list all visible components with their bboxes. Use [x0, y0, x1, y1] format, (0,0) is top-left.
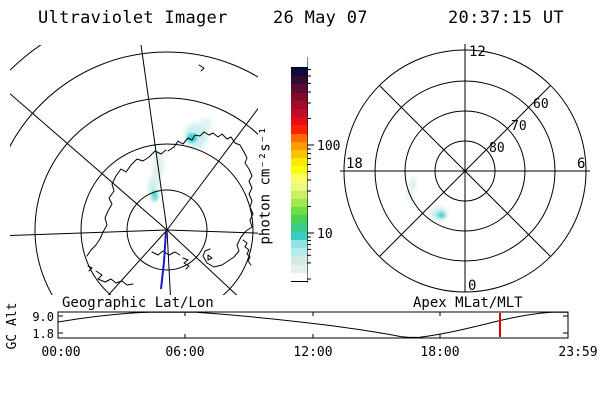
- colorbar-segment: [291, 256, 308, 265]
- timeline-ticks: [58, 312, 568, 338]
- caption-apex: Apex MLat/MLT: [413, 296, 523, 311]
- colorbar-tick-label-10: 10: [317, 227, 333, 242]
- colorbar-tick-label-100: 100: [317, 139, 340, 154]
- colorbar-bar: [291, 67, 308, 282]
- mlat-label-80: 80: [489, 141, 505, 156]
- colorbar-segment: [291, 149, 308, 159]
- colorbar-segment: [291, 264, 308, 273]
- colorbar-segment: [291, 125, 308, 134]
- colorbar-segment: [291, 141, 308, 150]
- colorbar-segment: [291, 117, 308, 126]
- colorbar-segment: [291, 158, 308, 167]
- header-date: 26 May 07: [273, 8, 368, 28]
- mlat-label-60: 60: [533, 97, 549, 112]
- colorbar-segment: [291, 190, 308, 199]
- mlt-label-12: 12: [469, 44, 486, 60]
- meridian-rays: [10, 45, 258, 295]
- status-col-gcalt: GC Alt: 7.3 Re Seq: 39: [368, 362, 478, 400]
- status-col-glat: GLat: -75.6 GLon: 19.2: [487, 362, 573, 400]
- colorbar-segment: [291, 166, 308, 175]
- colorbar-segment: [291, 248, 308, 257]
- mlt-label-18: 18: [346, 156, 363, 172]
- gc-alt-curve: [57, 311, 568, 338]
- colorbar-minor-ticks: [307, 69, 311, 280]
- colorbar-segment: [291, 133, 308, 142]
- colorbar-segment: [291, 272, 308, 281]
- colorbar-segment: [291, 199, 308, 208]
- ytick-low: 1.8: [32, 327, 54, 341]
- apex-polar-plot: 12 18 6 0 80 70 60: [340, 44, 590, 294]
- geographic-map: [10, 45, 258, 295]
- latitude-circles: [10, 45, 258, 295]
- mlt-spokes: [340, 44, 590, 292]
- colorbar-segment: [291, 207, 308, 216]
- status-col-door: Door: Open Gain: 14: [126, 362, 204, 400]
- xtick-0600: 06:00: [165, 345, 204, 358]
- aurora-patch-polar: [407, 177, 448, 221]
- colorbar-segment: [291, 108, 308, 118]
- ytick-high: 9.0: [32, 310, 54, 324]
- xtick-0000: 00:00: [41, 345, 80, 358]
- colorbar-segment: [291, 100, 308, 109]
- ylabel-gc-alt: GC Alt: [5, 303, 20, 350]
- colorbar-segment: [291, 84, 308, 93]
- status-col-flt: Flt: LBHL IP: 36.0: [8, 362, 78, 400]
- mlt-label-0: 0: [468, 278, 476, 294]
- colorbar-segment: [291, 215, 308, 224]
- colorbar-segment: [291, 76, 308, 85]
- app-title: Ultraviolet Imager: [38, 8, 228, 28]
- coastline: [86, 64, 254, 286]
- colorbar-segment: [291, 182, 308, 191]
- mlt-label-6: 6: [577, 156, 585, 172]
- colorbar-segment: [291, 68, 308, 77]
- colorbar-segment: [291, 174, 308, 183]
- colorbar-ticks: 100 10: [307, 57, 340, 283]
- colorbar-segment: [291, 231, 308, 240]
- mlat-label-70: 70: [511, 119, 527, 134]
- header-time: 20:37:15 UT: [448, 8, 564, 28]
- colorbar-segment: [291, 239, 308, 249]
- gc-alt-timeline: Geographic Lat/Lon Apex MLat/MLT 9.0 1.8…: [5, 296, 598, 358]
- xtick-1800: 18:00: [420, 345, 459, 358]
- xtick-2359: 23:59: [558, 345, 597, 358]
- colorbar-segment: [291, 223, 308, 232]
- colorbar-unit-label: photon cm⁻²s⁻¹: [257, 126, 274, 245]
- status-col-mode: Mode: Normal Dsp: 1.4: [246, 362, 340, 400]
- colorbar-segment: [291, 92, 308, 101]
- caption-geographic: Geographic Lat/Lon: [62, 296, 214, 311]
- xtick-1200: 12:00: [293, 345, 332, 358]
- orbit-track: [160, 230, 167, 290]
